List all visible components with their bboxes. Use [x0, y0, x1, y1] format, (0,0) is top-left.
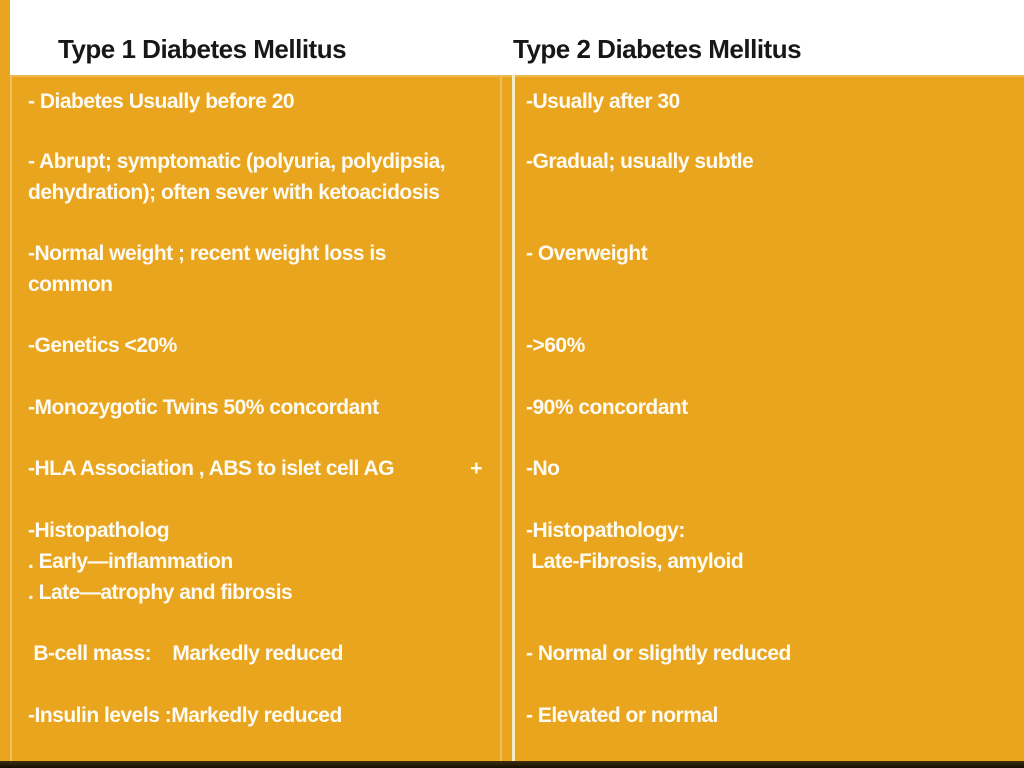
cell-type1-histopathology: -Histopatholog . Early—inflammation . La…: [28, 519, 293, 604]
cell-type2-bcell-mass: - Normal or slightly reduced: [526, 642, 791, 665]
cell-type2-twins: -90% concordant: [526, 396, 688, 419]
column-type1: - Diabetes Usually before 20 - Abrupt; s…: [12, 77, 502, 761]
cell-type1-hla-text: -HLA Association , ABS to islet cell AG: [28, 457, 394, 480]
cell-type2-hla: -No: [526, 457, 560, 480]
left-edge-strip: [0, 0, 10, 761]
cell-type2-presentation: -Gradual; usually subtle: [526, 150, 754, 173]
cell-type1-weight: -Normal weight ; recent weight loss is c…: [28, 242, 386, 296]
cell-type1-presentation: - Abrupt; symptomatic (polyuria, polydip…: [28, 150, 446, 204]
bottom-bar: [0, 761, 1024, 768]
cell-type2-onset-age: -Usually after 30: [526, 90, 680, 113]
cell-type1-twins: -Monozygotic Twins 50% concordant: [28, 396, 379, 419]
cell-type1-bcell-mass: B-cell mass: Markedly reduced: [28, 642, 343, 665]
cell-type1-onset-age: - Diabetes Usually before 20: [28, 90, 295, 113]
cell-type2-histopathology: -Histopathology: Late-Fibrosis, amyloid: [526, 519, 744, 573]
comparison-table: - Diabetes Usually before 20 - Abrupt; s…: [10, 75, 1024, 761]
header-band: Type 1 Diabetes Mellitus Type 2 Diabetes…: [10, 0, 1024, 75]
cell-type1-genetics: -Genetics <20%: [28, 334, 177, 357]
cell-type1-hla: -HLA Association , ABS to islet cell AG +: [12, 444, 500, 506]
column-type2: -Usually after 30 -Gradual; usually subt…: [516, 77, 1024, 761]
cell-type2-genetics: ->60%: [526, 334, 585, 357]
column-title-type1: Type 1 Diabetes Mellitus: [58, 34, 347, 64]
cell-type2-weight: - Overweight: [526, 242, 648, 265]
column-title-type2: Type 2 Diabetes Mellitus: [513, 34, 802, 64]
cell-type1-insulin-levels: -Insulin levels :Markedly reduced: [28, 704, 342, 727]
cell-type2-insulin-levels: - Elevated or normal: [526, 704, 718, 727]
column-divider: [512, 75, 515, 761]
plus-marker: +: [470, 457, 482, 480]
